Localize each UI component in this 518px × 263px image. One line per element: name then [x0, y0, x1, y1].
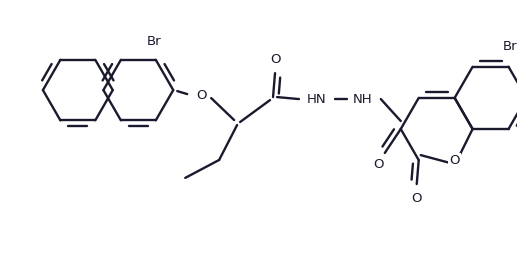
Text: O: O — [196, 89, 207, 102]
Text: HN: HN — [307, 93, 327, 105]
Text: O: O — [270, 53, 280, 66]
Text: O: O — [373, 158, 384, 171]
Text: O: O — [450, 154, 460, 167]
Text: Br: Br — [147, 36, 161, 48]
Text: O: O — [411, 191, 422, 205]
Text: Br: Br — [503, 40, 518, 53]
Text: NH: NH — [353, 93, 372, 105]
